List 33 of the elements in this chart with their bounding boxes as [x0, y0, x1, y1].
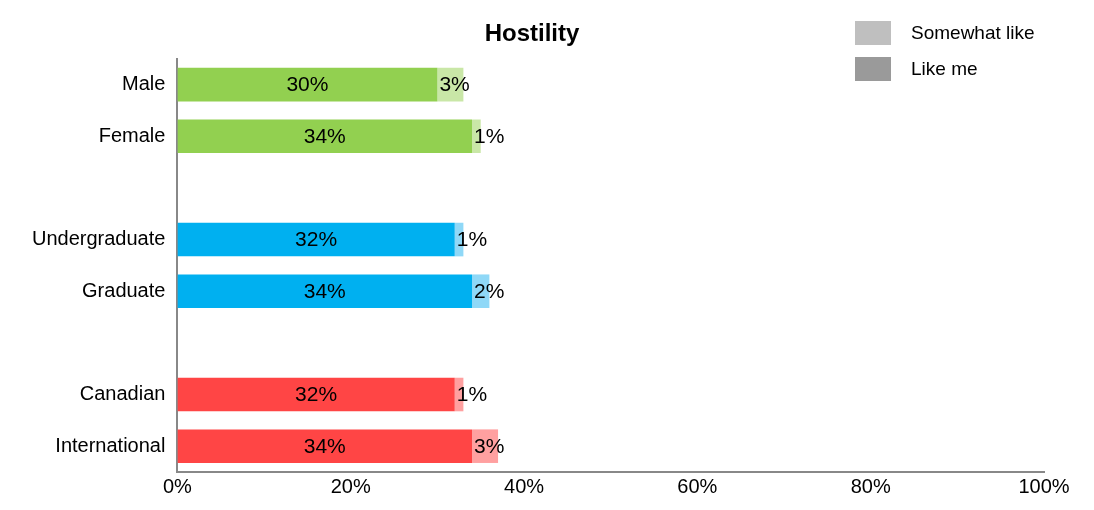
- data-label: 2%: [474, 279, 505, 303]
- bar: [177, 377, 455, 412]
- bar: [177, 274, 473, 309]
- y-tick-label: Graduate: [82, 278, 166, 301]
- x-tick-label: 20%: [330, 474, 371, 497]
- data-label: 1%: [456, 227, 488, 251]
- bar: [177, 119, 473, 154]
- x-tick-label: 40%: [504, 474, 545, 497]
- bar: [177, 222, 455, 257]
- data-label: 34%: [303, 433, 346, 457]
- data-label: 1%: [456, 382, 488, 406]
- data-label: 30%: [286, 72, 329, 96]
- data-label: 34%: [303, 279, 346, 303]
- x-tick-label: 100%: [1018, 474, 1070, 497]
- data-label: 34%: [303, 124, 346, 148]
- data-label: 32%: [295, 227, 338, 251]
- bar: [177, 67, 438, 102]
- data-label: 3%: [439, 72, 470, 96]
- x-tick-label: 80%: [850, 474, 891, 497]
- x-tick-label: 60%: [677, 474, 718, 497]
- data-label: 1%: [474, 124, 505, 148]
- bar: [177, 429, 473, 463]
- y-tick-label: Male: [122, 72, 166, 95]
- data-label: 32%: [295, 382, 338, 406]
- y-tick-label: Undergraduate: [31, 227, 166, 250]
- text: Like me: [911, 58, 978, 80]
- x-tick-label: 0%: [162, 474, 193, 497]
- data-label: 3%: [474, 433, 505, 457]
- text: Somewhat like: [911, 22, 1035, 44]
- chart-title: Hostility: [484, 19, 580, 47]
- y-tick-label: Canadian: [79, 382, 166, 405]
- y-tick-label: International: [55, 433, 166, 456]
- y-tick-label: Female: [98, 123, 166, 146]
